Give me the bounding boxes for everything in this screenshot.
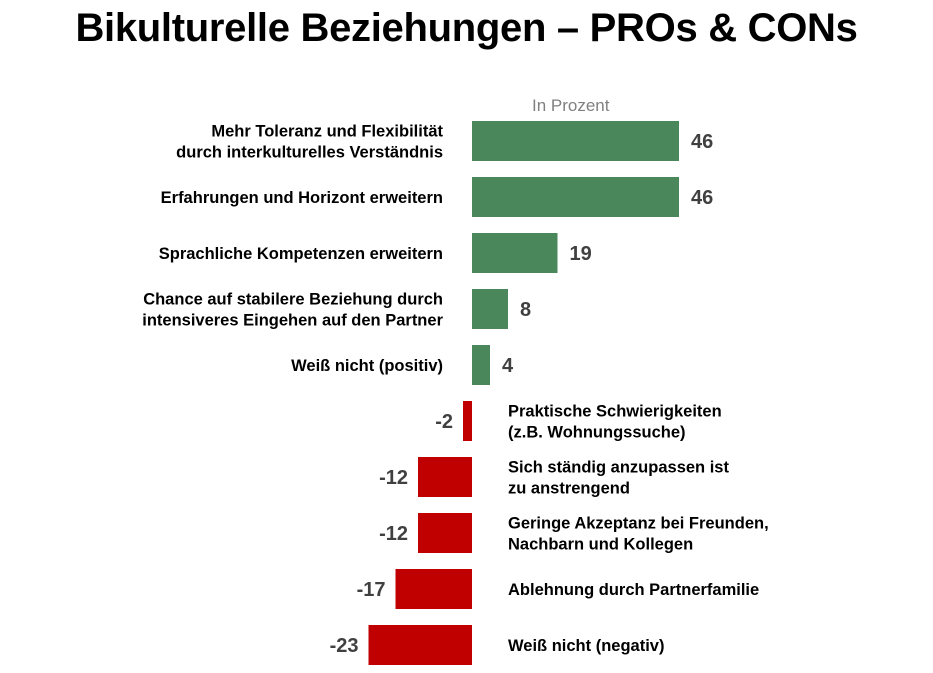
value-label-6: -12 bbox=[379, 467, 408, 489]
category-label-3-line-1: intensiveres Eingehen auf den Partner bbox=[142, 312, 443, 330]
category-label-7-line-1: Nachbarn und Kollegen bbox=[508, 536, 693, 554]
category-label-0: Mehr Toleranz und Flexibilität durch inte… bbox=[176, 123, 443, 162]
category-label-2: Sprachliche Kompetenzen erweitern bbox=[159, 245, 443, 263]
value-label-2: 19 bbox=[570, 243, 592, 265]
category-label-1-line-0: Erfahrungen und Horizont erweitern bbox=[161, 189, 443, 207]
category-label-8: Ablehnung durch Partnerfamilie bbox=[508, 581, 759, 599]
category-label-5: Praktische Schwierigkeiten (z.B. Wohnungs… bbox=[508, 403, 722, 442]
bar-6 bbox=[418, 457, 472, 497]
category-label-0-line-1: durch interkulturelles Verständnis bbox=[176, 144, 443, 162]
value-label-7: -12 bbox=[379, 523, 408, 545]
category-label-6: Sich ständig anzupassen ist zu anstrengen… bbox=[508, 459, 729, 498]
category-label-5-line-1: (z.B. Wohnungssuche) bbox=[508, 424, 686, 442]
bar-1 bbox=[472, 177, 679, 217]
unit-label: In Prozent bbox=[532, 96, 610, 115]
category-label-7: Geringe Akzeptanz bei Freunden, Nachbarn … bbox=[508, 515, 769, 554]
bar-9 bbox=[368, 625, 472, 665]
bar-2 bbox=[472, 233, 558, 273]
category-label-4: Weiß nicht (positiv) bbox=[291, 357, 443, 375]
value-label-5: -2 bbox=[435, 411, 453, 433]
category-label-9: Weiß nicht (negativ) bbox=[508, 637, 664, 655]
value-label-3: 8 bbox=[520, 299, 531, 321]
category-label-6-line-1: zu anstrengend bbox=[508, 480, 630, 498]
bar-4 bbox=[472, 345, 490, 385]
category-label-2-line-0: Sprachliche Kompetenzen erweitern bbox=[159, 245, 443, 263]
category-label-3: Chance auf stabilere Beziehung durch inte… bbox=[142, 291, 443, 330]
category-label-4-line-0: Weiß nicht (positiv) bbox=[291, 357, 443, 375]
category-label-0-line-0: Mehr Toleranz und Flexibilität bbox=[211, 123, 443, 141]
bar-7 bbox=[418, 513, 472, 553]
bar-8 bbox=[395, 569, 472, 609]
category-label-8-line-0: Ablehnung durch Partnerfamilie bbox=[508, 581, 759, 599]
chart-title: Bikulturelle Beziehungen – PROs & CONs bbox=[75, 6, 858, 50]
category-label-9-line-0: Weiß nicht (negativ) bbox=[508, 637, 664, 655]
bar-3 bbox=[472, 289, 508, 329]
bar-5 bbox=[463, 401, 472, 441]
category-label-5-line-0: Praktische Schwierigkeiten bbox=[508, 403, 722, 421]
category-label-7-line-0: Geringe Akzeptanz bei Freunden, bbox=[508, 515, 769, 533]
bar-0 bbox=[472, 121, 679, 161]
value-label-0: 46 bbox=[691, 131, 713, 153]
category-label-6-line-0: Sich ständig anzupassen ist bbox=[508, 459, 729, 477]
value-label-9: -23 bbox=[330, 635, 359, 657]
category-label-3-line-0: Chance auf stabilere Beziehung durch bbox=[143, 291, 443, 309]
value-label-4: 4 bbox=[502, 355, 514, 377]
value-label-8: -17 bbox=[357, 579, 386, 601]
category-label-1: Erfahrungen und Horizont erweitern bbox=[161, 189, 443, 207]
value-label-1: 46 bbox=[691, 187, 713, 209]
